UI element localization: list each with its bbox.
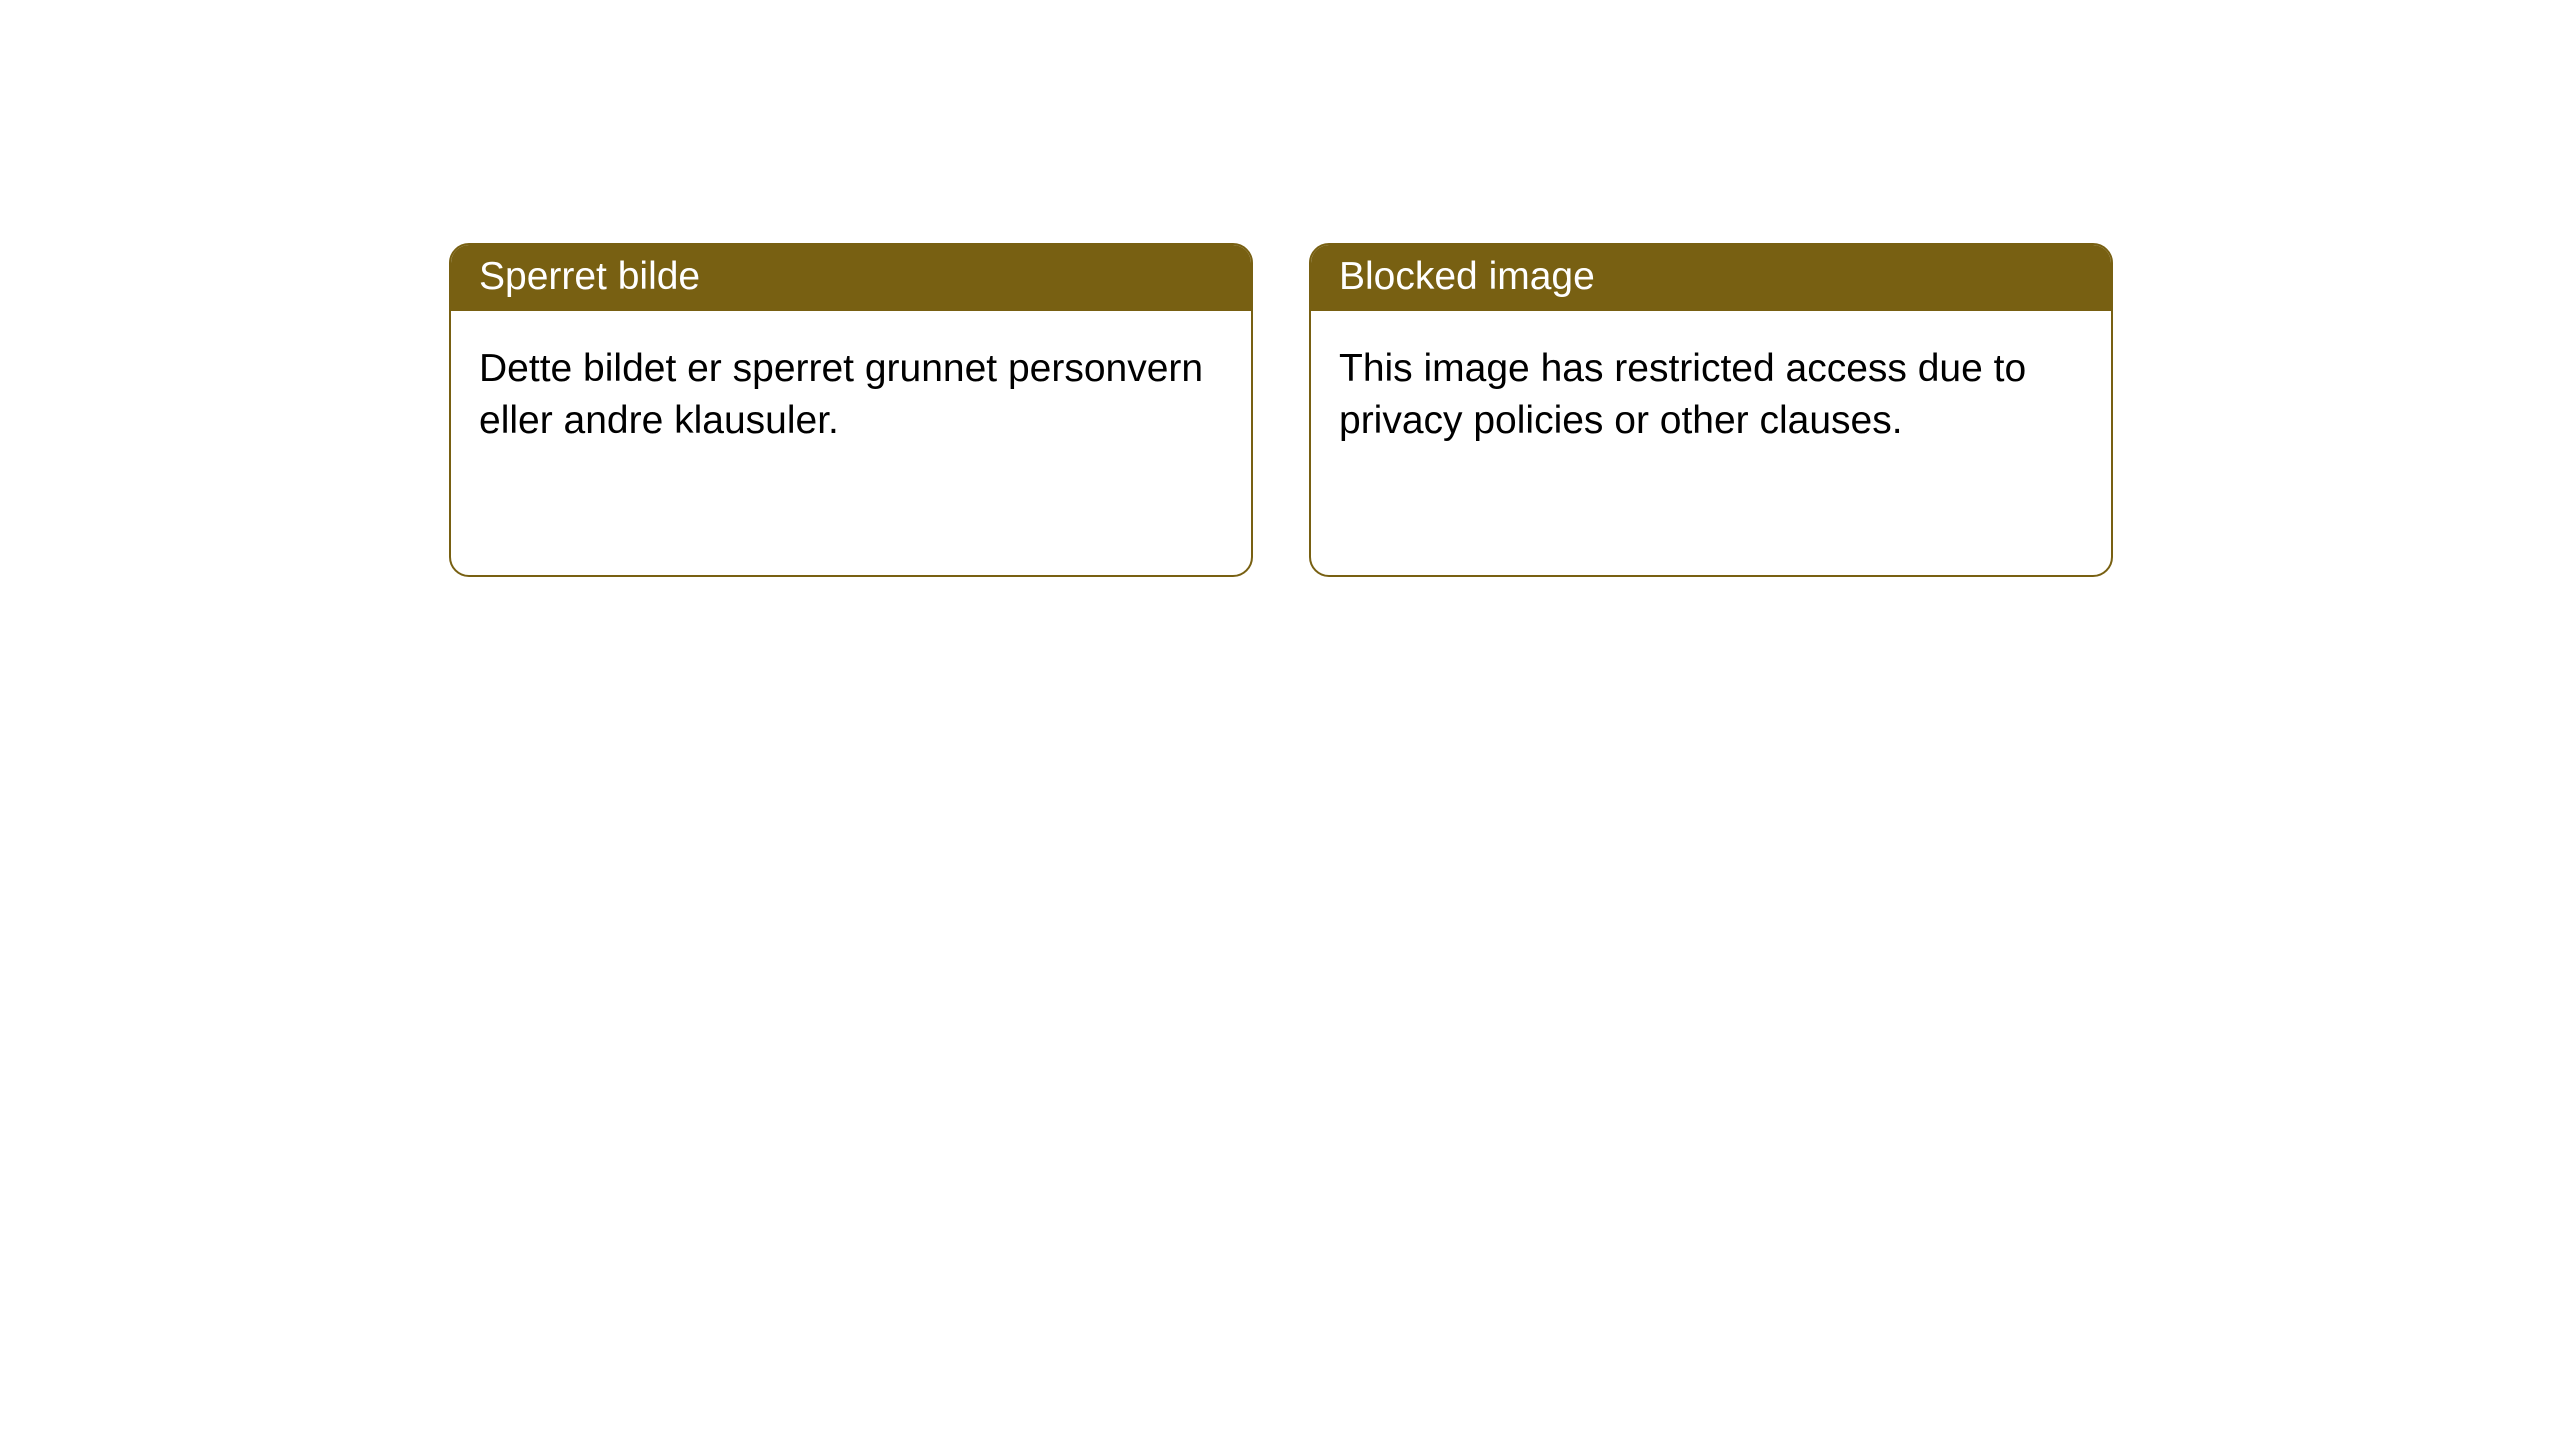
notice-message: Dette bildet er sperret grunnet personve… bbox=[479, 347, 1203, 442]
notice-container: Sperret bilde Dette bildet er sperret gr… bbox=[0, 0, 2560, 577]
notice-header: Sperret bilde bbox=[451, 245, 1251, 311]
notice-title: Blocked image bbox=[1339, 255, 1595, 298]
notice-card-english: Blocked image This image has restricted … bbox=[1309, 243, 2113, 577]
notice-card-norwegian: Sperret bilde Dette bildet er sperret gr… bbox=[449, 243, 1253, 577]
notice-message: This image has restricted access due to … bbox=[1339, 347, 2026, 442]
notice-header: Blocked image bbox=[1311, 245, 2111, 311]
notice-body: This image has restricted access due to … bbox=[1311, 311, 2111, 480]
notice-body: Dette bildet er sperret grunnet personve… bbox=[451, 311, 1251, 480]
notice-title: Sperret bilde bbox=[479, 255, 700, 298]
